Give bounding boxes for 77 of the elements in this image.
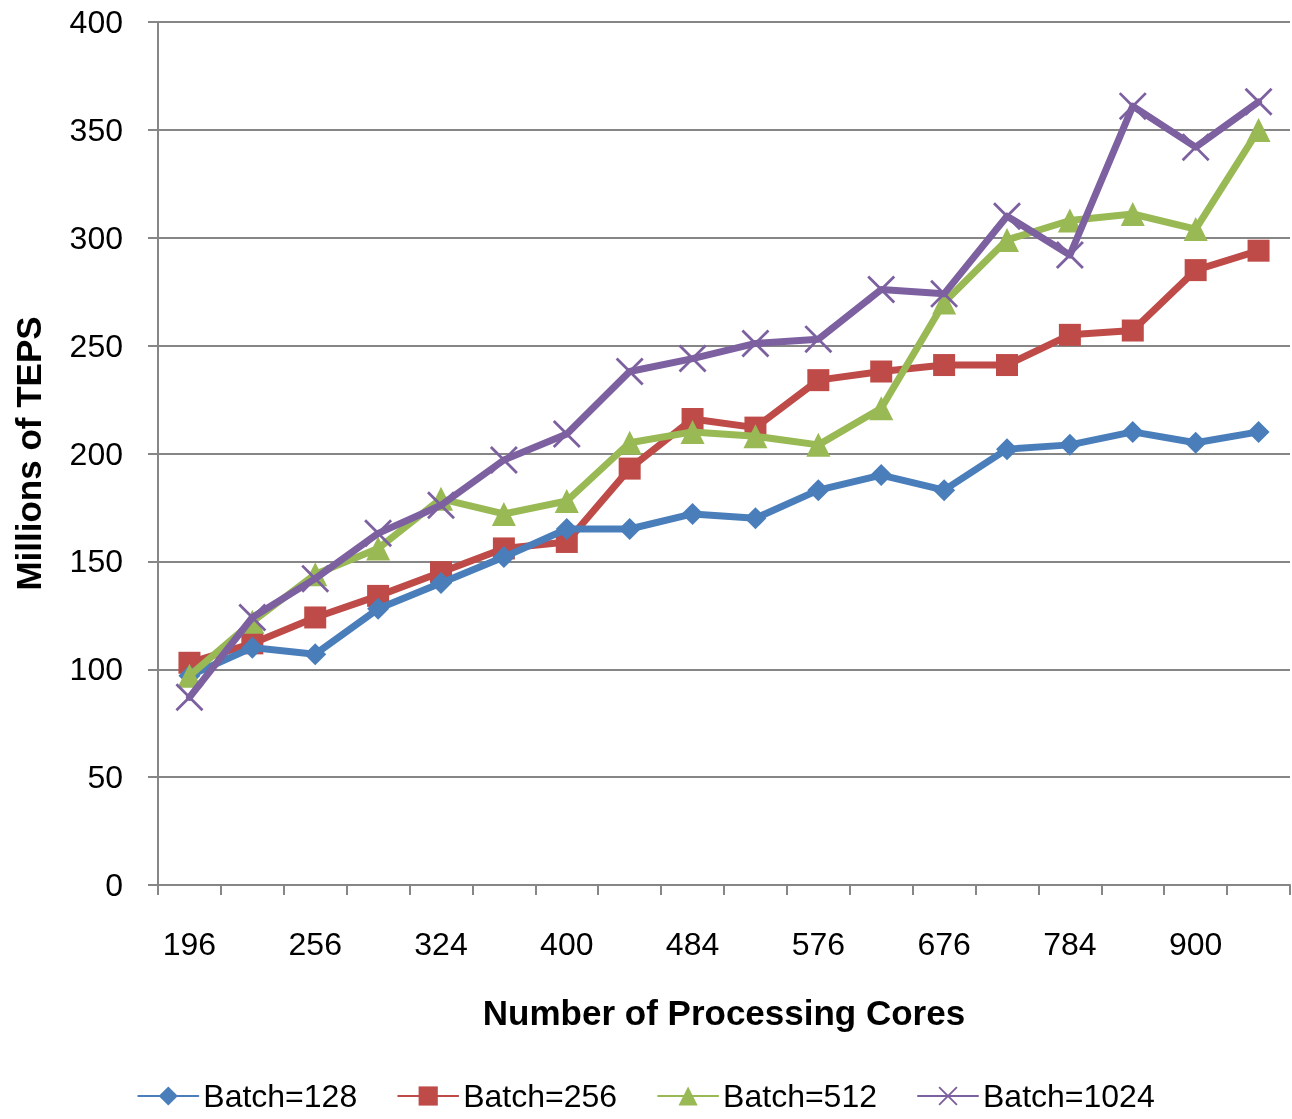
point: [367, 597, 390, 620]
x-axis-title: Number of Processing Cores: [482, 993, 966, 1032]
point: [1121, 319, 1144, 342]
point: [1118, 92, 1147, 121]
y-tick-label: 250: [69, 327, 123, 364]
legend-label: Batch=512: [723, 1078, 878, 1114]
point: [552, 420, 581, 449]
point: [304, 606, 327, 629]
point: [1183, 217, 1208, 242]
y-tick-label: 100: [69, 651, 123, 688]
point: [175, 683, 204, 712]
point: [364, 519, 393, 548]
point: [1055, 241, 1084, 270]
point: [996, 354, 1018, 377]
point: [681, 502, 704, 525]
point: [807, 479, 830, 502]
point: [933, 479, 956, 502]
point: [1184, 431, 1207, 454]
x-tick-label: 576: [791, 926, 846, 962]
point: [1247, 239, 1270, 262]
point: [870, 360, 893, 383]
point: [1247, 420, 1270, 443]
point: [996, 438, 1018, 461]
point: [430, 571, 452, 594]
point: [744, 507, 767, 530]
x-tick-label: 256: [288, 926, 342, 962]
point: [301, 564, 330, 593]
y-tick-label: 150: [69, 543, 123, 580]
x-tick-label: 400: [540, 926, 594, 962]
point: [933, 354, 956, 377]
point: [804, 325, 833, 354]
y-tick-label: 200: [69, 435, 123, 472]
legend-label: Batch=128: [203, 1078, 358, 1114]
point: [1184, 259, 1207, 282]
y-axis-title: Millions of TEPS: [9, 316, 48, 591]
x-tick-label: 784: [1043, 926, 1097, 962]
y-tick-label: 0: [105, 867, 123, 903]
y-tick-label: 50: [87, 759, 123, 796]
point: [869, 396, 894, 421]
point: [427, 491, 455, 520]
y-tick-label: 350: [69, 111, 123, 148]
point: [1058, 323, 1081, 346]
point: [618, 457, 641, 480]
point: [1181, 133, 1210, 162]
point: [806, 432, 831, 457]
x-tick-label: 196: [162, 926, 217, 962]
legend-label: Batch=1024: [983, 1078, 1155, 1114]
y-tick-label: 300: [69, 219, 123, 256]
point: [1246, 117, 1271, 142]
legend-label: Batch=256: [463, 1078, 618, 1114]
point: [1058, 433, 1081, 456]
point: [870, 464, 893, 487]
point: [1120, 202, 1145, 227]
point: [1121, 420, 1144, 443]
point: [807, 369, 830, 392]
point: [678, 344, 707, 373]
point: [615, 357, 644, 386]
x-tick-label: 676: [917, 926, 971, 962]
point: [867, 275, 896, 304]
point: [1244, 87, 1273, 116]
point: [743, 424, 768, 449]
point: [680, 419, 705, 444]
point: [993, 202, 1021, 231]
point: [741, 329, 770, 358]
point: [489, 445, 518, 474]
point: [304, 643, 327, 666]
y-tick-label: 400: [69, 4, 123, 40]
point: [366, 536, 391, 561]
point: [554, 488, 579, 513]
point: [491, 501, 516, 526]
x-tick-label: 484: [665, 926, 720, 962]
point: [555, 518, 578, 541]
point: [238, 603, 267, 632]
x-tick-label: 900: [1168, 926, 1223, 962]
point: [492, 546, 515, 569]
point: [930, 279, 959, 308]
x-tick-label: 324: [414, 926, 468, 962]
